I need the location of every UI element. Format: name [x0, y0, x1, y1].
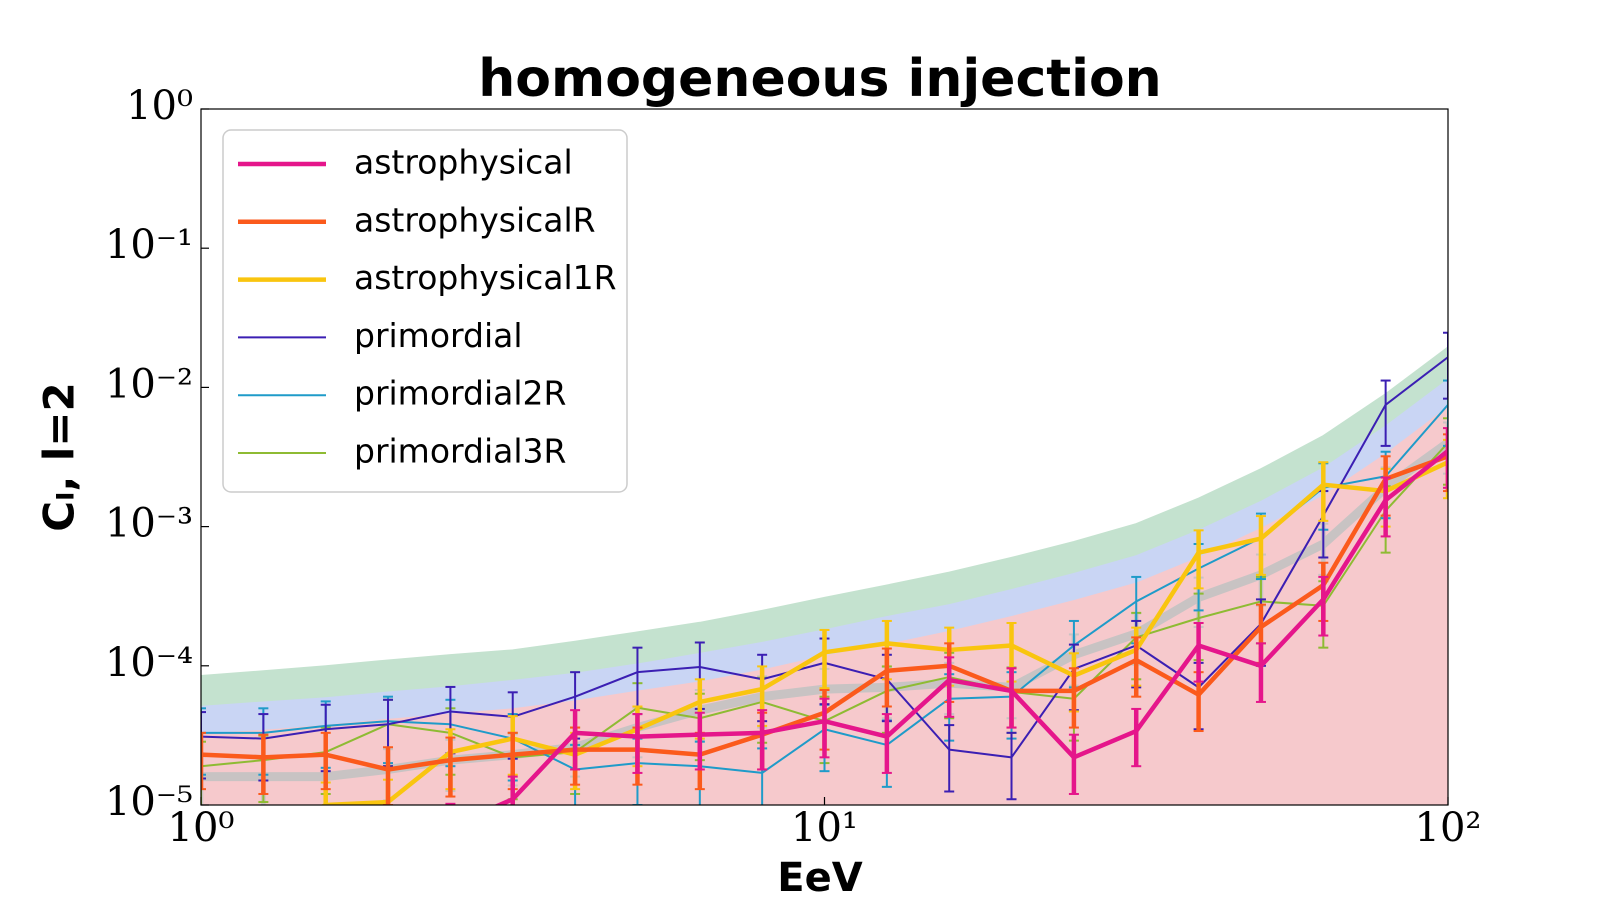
y-tick-label: 10⁻¹: [105, 222, 193, 268]
series-errorbar: [944, 656, 955, 718]
legend-label: primordial2R: [354, 374, 566, 413]
series-errorbar: [1131, 707, 1142, 768]
series-errorbar: [1006, 731, 1017, 801]
y-axis-label: Cₗ, l=2: [35, 382, 84, 531]
series-errorbar: [881, 647, 892, 708]
y-tick-label: 10⁻⁴: [105, 640, 193, 686]
series-errorbar: [383, 824, 393, 884]
series-errorbar: [321, 838, 331, 897]
series-errorbar: [201, 731, 206, 791]
series-errorbar: [507, 775, 518, 805]
plot-area: [196, 331, 1448, 900]
series-errorbar: [320, 731, 331, 791]
series-errorbar: [258, 813, 268, 872]
legend-label: primordial: [354, 316, 523, 355]
series-errorbar: [819, 697, 830, 759]
x-tick-label: 10¹: [791, 805, 858, 851]
legend-label: astrophysical: [354, 143, 573, 182]
series-errorbar: [201, 707, 206, 776]
series-errorbar: [1443, 427, 1448, 489]
series-errorbar: [1443, 417, 1448, 486]
legend: astrophysical astrophysicalR astrophysical…: [222, 129, 628, 493]
series-errorbar: [258, 855, 268, 900]
series-errorbar: [1255, 642, 1266, 703]
series-errorbar: [1193, 529, 1204, 590]
series-errorbar: [881, 713, 892, 774]
series-errorbar: [1443, 331, 1448, 400]
median-errorbar: [1443, 421, 1448, 475]
series-errorbar: [1443, 438, 1448, 500]
series-errorbar: [1006, 667, 1017, 729]
legend-label: astrophysical1R: [354, 258, 617, 297]
y-tick-label: 10⁻⁵: [105, 779, 193, 825]
series-errorbar: [570, 709, 581, 771]
series-errorbar: [1068, 733, 1079, 795]
series-line: [320, 460, 1448, 805]
series-errorbar: [1318, 461, 1329, 522]
y-tick-label: 10⁰: [126, 83, 193, 129]
series-errorbar: [196, 855, 206, 900]
series-errorbar: [1193, 621, 1204, 683]
x-tick-label: 10²: [1415, 805, 1482, 851]
legend-label: primordial3R: [354, 432, 566, 471]
series-errorbar: [201, 740, 206, 805]
x-tick-label: 10⁰: [168, 805, 235, 851]
series-errorbar: [1380, 476, 1391, 538]
series-errorbar: [383, 746, 394, 805]
chart-title: homogeneous injection: [478, 49, 1161, 109]
y-tick-label: 10⁻²: [105, 361, 193, 407]
legend-label: astrophysicalR: [354, 200, 596, 239]
series-errorbar: [1068, 667, 1079, 729]
series-errorbar: [1131, 636, 1142, 698]
series-errorbar: [757, 709, 768, 771]
series-line: [493, 449, 1448, 805]
series-errorbar: [1443, 379, 1448, 447]
x-axis-label: EeV: [777, 855, 862, 900]
series-errorbar: [201, 711, 206, 780]
y-tick-label: 10⁻³: [105, 501, 193, 547]
series-errorbar: [1255, 515, 1266, 576]
series-errorbar: [694, 711, 705, 771]
series-errorbar: [258, 733, 269, 795]
series-errorbar: [632, 713, 643, 774]
series-errorbar: [1318, 575, 1329, 637]
series-errorbar: [1380, 379, 1391, 447]
series-errorbar: [1443, 433, 1448, 493]
series-errorbar: [445, 736, 456, 798]
series-errorbar: [819, 628, 830, 690]
series-errorbar: [445, 802, 456, 805]
series-errorbar: [944, 724, 955, 793]
